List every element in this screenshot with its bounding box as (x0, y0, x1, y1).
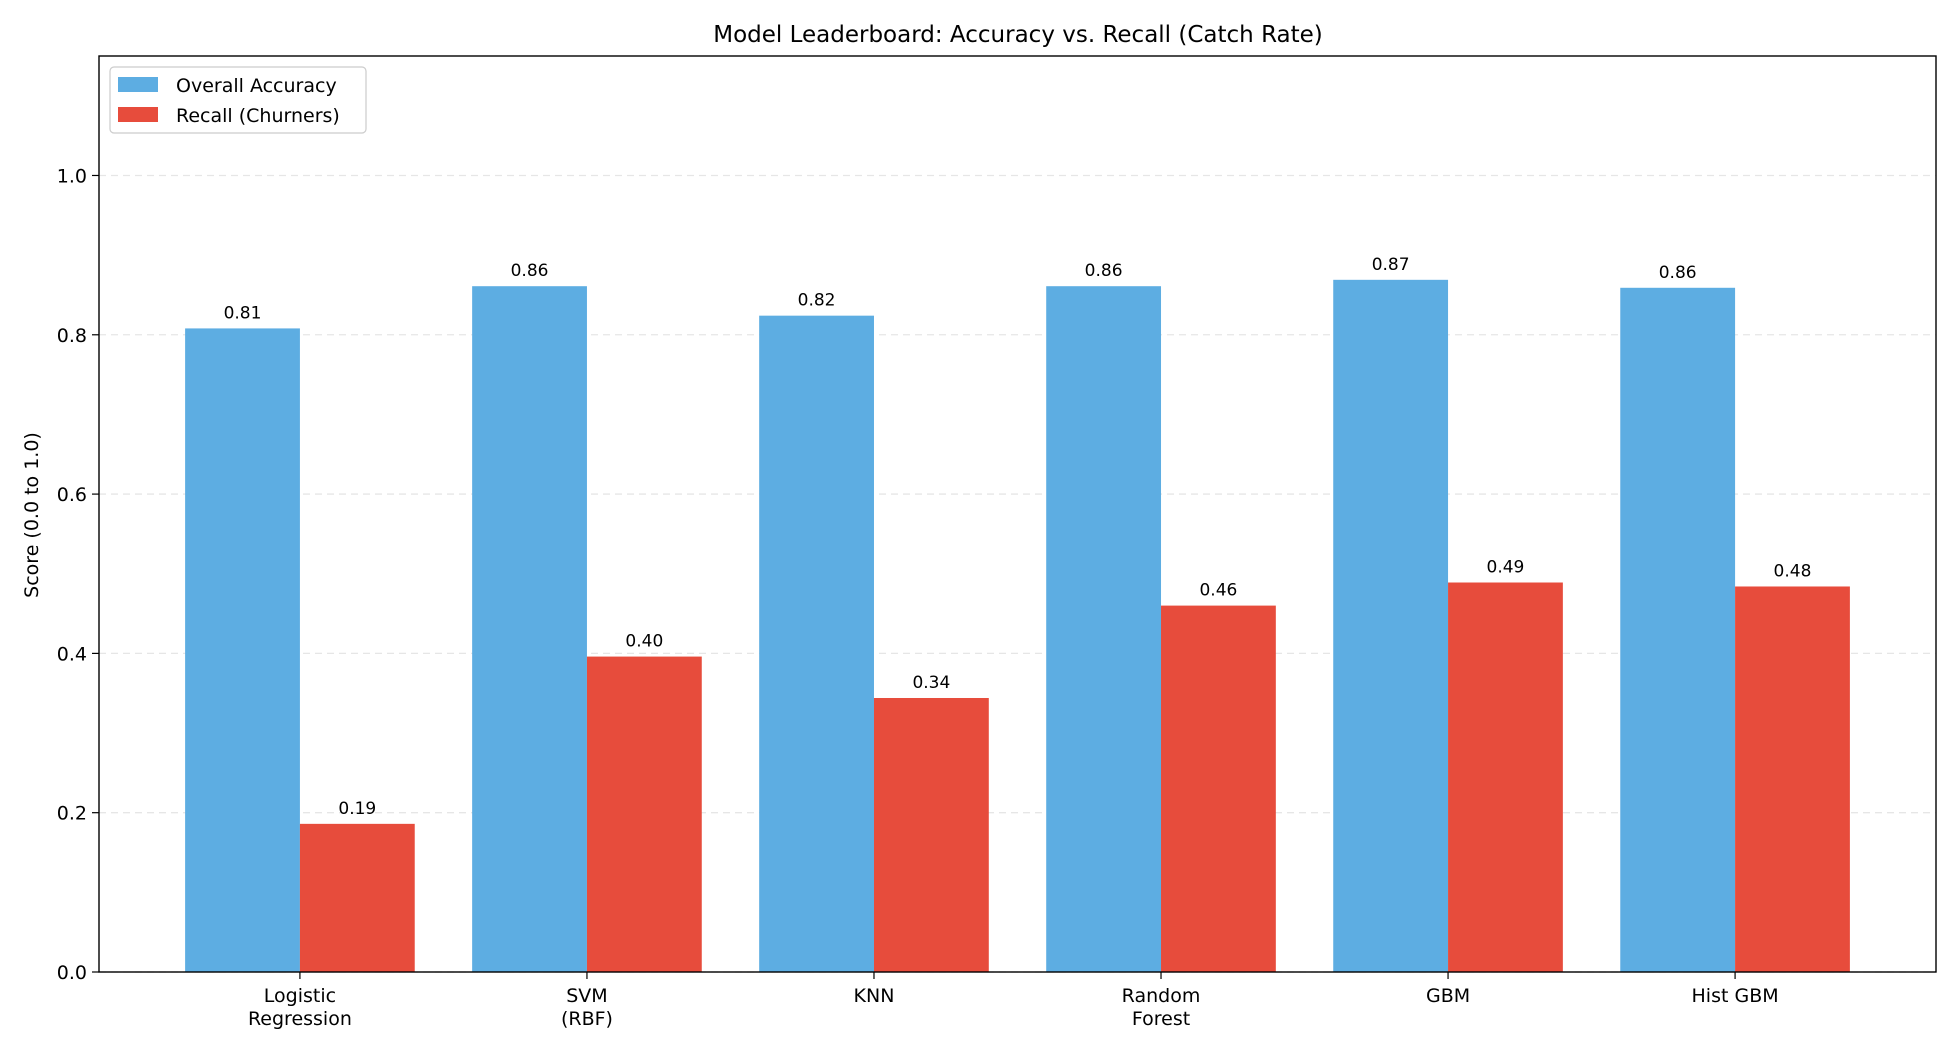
recall-value-label: 0.49 (1487, 558, 1525, 578)
data-labels-layer: 0.81 0.19 0.86 0.40 0.82 0.34 0.86 0.46 0.87 0.49… (224, 255, 1812, 819)
recall-value-label: 0.46 (1199, 581, 1237, 601)
accuracy-bar (1620, 287, 1736, 972)
legend-box (109, 66, 367, 134)
recall-bar (299, 823, 415, 972)
accuracy-value-label: 0.87 (1372, 255, 1410, 275)
legend-swatch (118, 77, 158, 92)
legend-entry-label: Recall (Churners) (176, 105, 340, 127)
x-tick-label: Logistic Regression (248, 985, 352, 1030)
accuracy-bar (759, 315, 874, 972)
x-tick-label: GBM (1426, 985, 1470, 1007)
plot-frame (98, 55, 1937, 973)
axes-layer: 0.0 0.2 0.4 0.6 0.8 1.0 Logistic Regression SVM(… (57, 55, 1937, 1030)
recall-value-label: 0.34 (912, 673, 950, 693)
accuracy-bar (1046, 286, 1162, 972)
y-tick-label: 0.2 (57, 803, 87, 825)
y-tick-label: 0.6 (57, 484, 87, 506)
legend-entry-label: Overall Accuracy (176, 75, 337, 97)
legend-swatch (118, 107, 158, 122)
recall-bar (1448, 582, 1563, 972)
y-tick-label: 0.8 (57, 325, 87, 347)
recall-bar (1161, 605, 1276, 972)
x-tick-label: Hist GBM (1692, 985, 1779, 1007)
accuracy-bar (185, 328, 300, 973)
y-tick-label: 1.0 (57, 165, 87, 187)
recall-value-label: 0.48 (1774, 561, 1812, 581)
accuracy-value-label: 0.81 (224, 303, 262, 323)
y-tick-label: 0.0 (57, 962, 87, 984)
recall-bar (586, 656, 702, 972)
accuracy-value-label: 0.86 (511, 261, 549, 281)
recall-value-label: 0.19 (338, 799, 376, 819)
accuracy-value-label: 0.82 (798, 291, 836, 311)
chart-title: Model Leaderboard: Accuracy vs. Recall (… (713, 22, 1323, 48)
recall-bar (873, 697, 989, 972)
recall-bar (1735, 586, 1850, 972)
bars-layer (185, 279, 1850, 973)
legend: Overall Accuracy Recall (Churners) (109, 66, 367, 134)
recall-value-label: 0.40 (625, 632, 663, 652)
x-tick-label: KNN (854, 985, 895, 1007)
y-tick-label: 0.4 (57, 643, 87, 665)
accuracy-value-label: 0.86 (1085, 261, 1123, 281)
accuracy-bar (1333, 279, 1449, 972)
x-tick-label: Random Forest (1122, 985, 1201, 1030)
y-axis-label: Score (0.0 to 1.0) (21, 432, 43, 598)
x-tick-label: SVM (RBF) (561, 985, 613, 1030)
accuracy-bar (472, 286, 587, 972)
accuracy-value-label: 0.86 (1659, 263, 1697, 283)
